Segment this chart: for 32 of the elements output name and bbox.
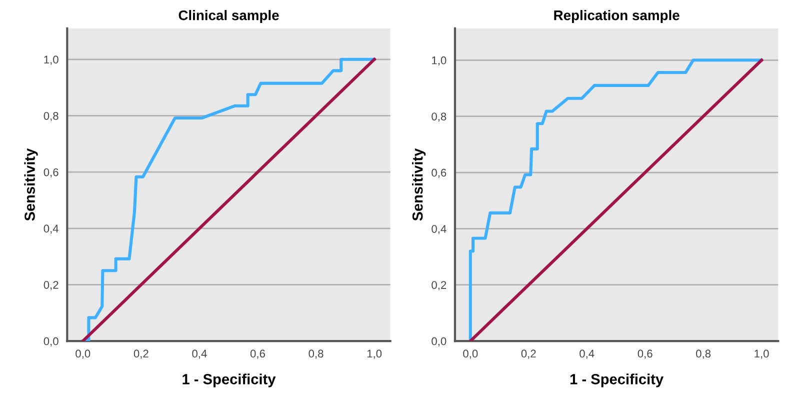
x-tick-label: 0,8: [308, 350, 324, 359]
y-tick-label: 1,0: [432, 56, 446, 66]
y-tick-label: 0,0: [432, 337, 446, 346]
line-series: [468, 58, 764, 342]
x-tick-label: 0,8: [696, 350, 711, 359]
x-tick-label: 1,0: [754, 350, 769, 359]
y-tick-label: 1,0: [44, 56, 58, 65]
y-axis-title: Sensitivity: [24, 148, 38, 221]
y-tick-label: 0,8: [44, 112, 58, 122]
y-axis-title: Sensitivity: [412, 148, 426, 221]
y-tick-label: 0,4: [44, 224, 58, 234]
x-tick-label: 0,0: [463, 350, 478, 359]
x-tick-label: 0,2: [521, 350, 536, 359]
y-tick-label: 0,6: [432, 168, 446, 178]
y-tick-label: 0,8: [432, 112, 446, 122]
chart-title: Replication sample: [554, 10, 680, 23]
x-tick-label: 0,6: [638, 350, 652, 359]
x-tick-label: 1,0: [367, 350, 382, 359]
x-tick-label: 0,0: [76, 350, 90, 359]
y-tick-label: 0,6: [44, 168, 58, 178]
x-tick-label: 0,4: [192, 350, 207, 359]
x-tick-label: 0,2: [134, 350, 148, 359]
y-tick-label: 0,0: [44, 337, 58, 346]
x-axis-title: 1 - Specificity: [570, 374, 664, 388]
line-series: [81, 58, 376, 342]
x-tick-label: 0,4: [580, 350, 594, 359]
y-tick-label: 0,2: [432, 281, 446, 290]
y-tick-label: 0,2: [44, 280, 58, 290]
chart-title: Clinical sample: [178, 10, 279, 23]
x-tick-label: 0,6: [250, 350, 265, 359]
x-axis-title: 1 - Specificity: [182, 374, 276, 388]
y-tick-label: 0,4: [432, 224, 446, 234]
